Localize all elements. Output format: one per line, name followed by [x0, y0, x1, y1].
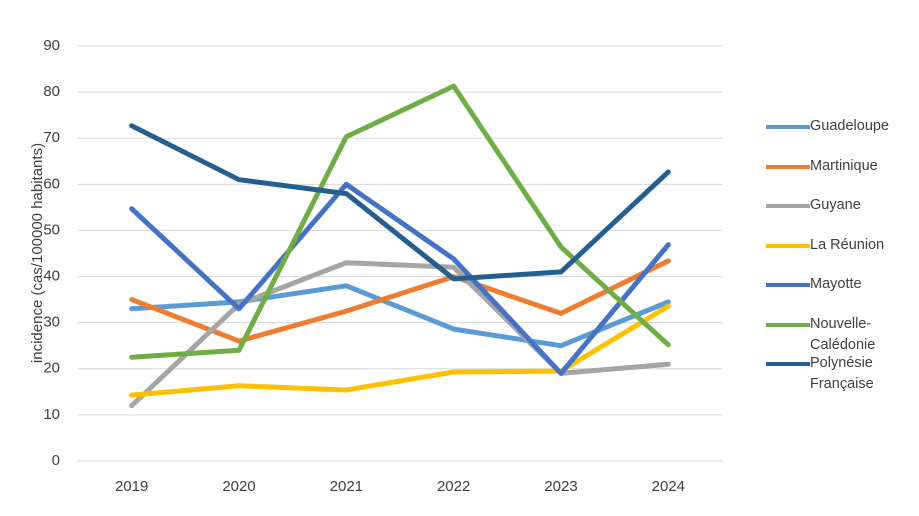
series-line	[129, 283, 671, 349]
legend-item: Mayotte	[766, 274, 916, 314]
x-tick-label: 2021	[330, 478, 363, 495]
legend-label: Nouvelle-Calédonie	[810, 315, 876, 353]
x-tick-label: 2023	[544, 478, 577, 495]
legend-swatch	[766, 204, 810, 208]
legend-swatch	[766, 125, 810, 129]
y-tick-label: 50	[43, 221, 60, 238]
series-line	[129, 260, 671, 409]
legend-swatch	[766, 283, 810, 287]
legend-item: Polynésie Française	[766, 353, 916, 393]
y-tick-label: 90	[43, 37, 60, 54]
legend-swatch	[766, 322, 810, 327]
legend-swatch	[766, 243, 810, 248]
legend-swatch	[766, 362, 810, 366]
series-line	[129, 83, 671, 360]
y-tick-label: 20	[43, 360, 60, 377]
legend-item: La Réunion	[766, 235, 916, 275]
y-axis-label: incidence (cas/100000 habitants)	[29, 143, 46, 363]
series-line	[129, 303, 671, 398]
series-line	[129, 123, 671, 282]
x-tick-label: 2019	[115, 478, 148, 495]
legend-label: La Réunion	[810, 236, 885, 253]
y-tick-label: 40	[43, 268, 60, 285]
y-tick-label: 70	[43, 129, 60, 146]
y-tick-label: 30	[43, 314, 60, 331]
y-tick-label: 80	[43, 83, 60, 100]
y-tick-label: 0	[52, 452, 60, 469]
legend-item: Guadeloupe	[766, 116, 916, 156]
legend-label: Guyane	[810, 197, 861, 213]
x-tick-label: 2024	[652, 478, 685, 495]
legend-item: Guyane	[766, 195, 916, 235]
x-tick-label: 2022	[437, 478, 470, 495]
legend-swatch	[766, 164, 810, 169]
legend-label: Guadeloupe	[810, 118, 890, 134]
series-line	[129, 181, 671, 376]
legend-label: Polynésie Française	[810, 355, 874, 392]
legend-item: Nouvelle-Calédonie	[766, 314, 916, 354]
y-tick-label: 60	[43, 175, 60, 192]
legend-item: Martinique	[766, 156, 916, 196]
legend: Guadeloupe Martinique Guyane La Réunion Mayo…	[766, 116, 916, 393]
legend-label: Mayotte	[810, 276, 862, 292]
series-line	[129, 258, 671, 344]
legend-label: Martinique	[810, 157, 878, 174]
y-tick-label: 10	[43, 406, 60, 423]
x-tick-label: 2020	[222, 478, 255, 495]
